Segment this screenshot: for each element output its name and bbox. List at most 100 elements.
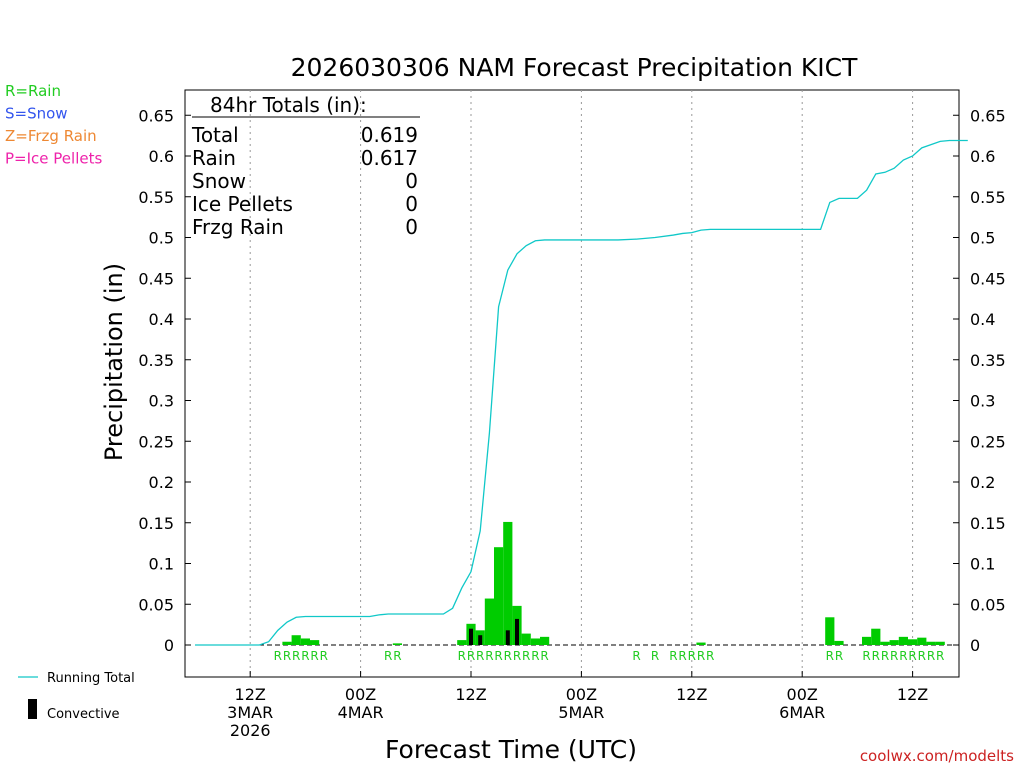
convective-bar: [515, 618, 519, 645]
totals-row-label: Frzg Rain: [192, 215, 284, 239]
y-tick-label: 0.45: [970, 269, 1006, 288]
totals-row-value: 0.619: [361, 123, 418, 147]
y-axis-label: Precipitation (in): [100, 263, 128, 461]
precip-bar: [880, 641, 890, 645]
precip-type-label: R: [384, 649, 392, 663]
y-tick-label: 0.15: [970, 514, 1006, 533]
y-tick-label: 0.4: [149, 310, 174, 329]
precip-bar: [935, 641, 945, 645]
precip-type-label: R: [531, 649, 539, 663]
y-tick-label: 0.25: [138, 432, 174, 451]
precip-type-label: R: [697, 649, 705, 663]
y-tick-label: 0.5: [149, 229, 174, 248]
precip-bar: [457, 640, 467, 645]
precip-type-label: R: [494, 649, 502, 663]
precip-type-label: R: [301, 649, 309, 663]
precip-type-label: R: [936, 649, 944, 663]
precip-bar: [494, 547, 504, 645]
x-tick-label: 00Z: [345, 685, 376, 704]
type-legend-entry: Z=Frzg Rain: [5, 127, 97, 145]
precip-type-label: R: [908, 649, 916, 663]
y-tick-label: 0.6: [970, 147, 995, 166]
type-legend-entry: S=Snow: [5, 105, 68, 123]
precip-bar: [300, 638, 310, 645]
precip-bar: [825, 617, 835, 645]
y-tick-label: 0.5: [970, 229, 995, 248]
precip-bar: [503, 521, 513, 645]
precip-type-label: R: [283, 649, 291, 663]
precip-bar: [898, 636, 908, 645]
running-total-series: [195, 139, 968, 646]
x-tick-label: 4MAR: [338, 703, 384, 722]
precip-bar: [521, 633, 531, 645]
totals-row-value: 0: [405, 169, 418, 193]
precip-type-label: R: [540, 649, 548, 663]
precip-type-label: R: [274, 649, 282, 663]
series-legend: Running Total Convective: [18, 671, 135, 722]
precip-bar: [540, 636, 550, 645]
precip-type-label: R: [872, 649, 880, 663]
series-legend-label: Convective: [47, 707, 120, 722]
grid: [249, 90, 914, 677]
precip-bar: [871, 628, 881, 645]
precip-type-label: R: [458, 649, 466, 663]
totals-box: 84hr Totals (in): Total 0.619 Rain 0.617 Snow…: [191, 93, 420, 239]
precip-bar: [862, 636, 872, 645]
y-tick-label: 0.25: [970, 432, 1006, 451]
y-tick-label: 0.1: [149, 555, 174, 574]
totals-row-label: Snow: [192, 169, 246, 193]
y-tick-label: 0.55: [138, 188, 174, 207]
precip-type-label: R: [899, 649, 907, 663]
totals-row-value: 0.617: [361, 146, 418, 170]
y-tick-label: 0.55: [970, 188, 1006, 207]
x-tick-label: 12Z: [897, 685, 928, 704]
x-tick-label: 3MAR: [227, 703, 273, 722]
precip-type-label: R: [467, 649, 475, 663]
precip-type-label: R: [476, 649, 484, 663]
type-legend-entry: R=Rain: [5, 82, 61, 100]
x-tick-label: 12Z: [235, 685, 266, 704]
convective-bar: [478, 635, 483, 645]
legend-bar-swatch: [28, 699, 37, 719]
precip-bar: [310, 640, 320, 645]
precip-bar: [530, 638, 540, 645]
y-tick-label: 0.65: [970, 106, 1006, 125]
precip-bar: [282, 641, 292, 645]
precip-type-label: R: [292, 649, 300, 663]
x-tick-label: 5MAR: [558, 703, 604, 722]
plot-frame: [184, 89, 960, 678]
x-tick-label: 00Z: [787, 685, 818, 704]
precip-type-label: R: [918, 649, 926, 663]
y-tick-label: 0.35: [138, 351, 174, 370]
x-tick-label: 12Z: [455, 685, 486, 704]
precip-type-label: R: [678, 649, 686, 663]
convective-bar: [469, 628, 473, 645]
y-tick-label: 0.65: [138, 106, 174, 125]
x-tick-label: 12Z: [676, 685, 707, 704]
precip-type-label: R: [320, 649, 328, 663]
precip-type-label: R: [632, 649, 640, 663]
precip-bar: [484, 598, 494, 645]
convective-bar: [505, 630, 510, 645]
y-tick-label: 0.3: [149, 392, 174, 411]
y-tick-label: 0.1: [970, 555, 995, 574]
y-tick-label: 0.35: [970, 351, 1006, 370]
totals-row-label: Total: [191, 123, 239, 147]
precip-bars: [282, 521, 945, 645]
x-tick-label: 00Z: [566, 685, 597, 704]
chart-title: 2026030306 NAM Forecast Precipitation KI…: [291, 53, 858, 82]
type-legend-entry: P=Ice Pellets: [5, 150, 102, 168]
y-tick-label: 0.6: [149, 147, 174, 166]
totals-row-value: 0: [405, 215, 418, 239]
y-axis-left: 0 0.05 0.1 0.15 0.2 0.25 0.3 0.35 0.4 0.45 0.5 0.55…: [138, 106, 191, 655]
y-tick-label: 0.45: [138, 269, 174, 288]
precip-type-label: R: [393, 649, 401, 663]
precip-type-label: R: [504, 649, 512, 663]
x-tick-label: 6MAR: [779, 703, 825, 722]
precip-type-legend: R=Rain S=Snow Z=Frzg Rain P=Ice Pellets: [5, 82, 102, 168]
precip-type-label: R: [651, 649, 659, 663]
y-tick-label: 0.4: [970, 310, 995, 329]
